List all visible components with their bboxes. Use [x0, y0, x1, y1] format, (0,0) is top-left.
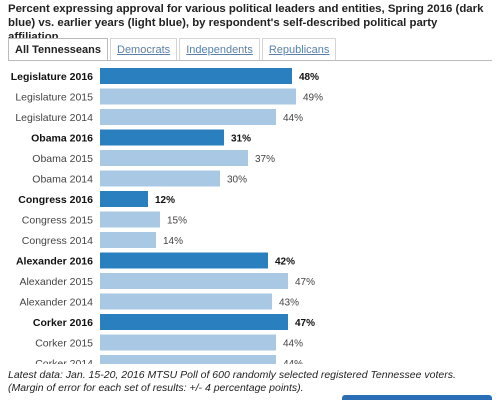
value-label: 42%: [275, 257, 295, 268]
value-label: 49%: [303, 93, 323, 104]
category-label: Congress 2014: [22, 235, 93, 247]
tab-divider: [8, 60, 492, 61]
value-label: 15%: [167, 216, 187, 227]
bar: [100, 88, 296, 105]
bar: [100, 211, 160, 228]
bar: [100, 170, 220, 187]
value-label: 48%: [299, 72, 319, 83]
bar: [100, 129, 224, 146]
value-label: 30%: [227, 175, 247, 186]
approval-bar-chart: Legislature 2016 48% Legislature 2015 49% Le…: [11, 68, 323, 364]
mtsu-poll-logo: [342, 395, 492, 400]
value-label: 14%: [163, 236, 183, 247]
category-label: Legislature 2016: [11, 71, 93, 83]
bar: [100, 252, 268, 269]
bar: [100, 273, 288, 289]
category-label: Legislature 2014: [15, 112, 93, 124]
bar: [100, 150, 248, 166]
bar: [100, 109, 276, 125]
value-label: 44%: [283, 113, 303, 124]
value-label: 12%: [155, 195, 175, 206]
value-label: 44%: [283, 339, 303, 350]
bar: [100, 314, 288, 330]
tab-democrats[interactable]: Democrats: [110, 38, 178, 60]
value-label: 31%: [231, 134, 251, 145]
footnote: Latest data: Jan. 15-20, 2016 MTSU Poll …: [8, 369, 456, 394]
category-label: Obama 2016: [31, 133, 93, 145]
category-label: Congress 2015: [22, 215, 93, 227]
tab-label: All Tennesseans: [15, 43, 101, 56]
value-label: 47%: [295, 277, 315, 288]
category-label: Corker 2016: [33, 317, 93, 329]
tab-label: Republicans: [268, 43, 330, 56]
bar: [100, 334, 276, 351]
tab-independents[interactable]: Independents: [179, 38, 260, 60]
category-label: Alexander 2016: [16, 256, 93, 268]
tab-republicans[interactable]: Republicans: [261, 38, 337, 60]
category-label: Congress 2016: [18, 194, 93, 206]
category-label: Alexander 2014: [19, 297, 93, 309]
value-label: 43%: [279, 298, 299, 309]
tab-label: Independents: [186, 43, 253, 56]
category-label: Obama 2015: [32, 153, 93, 165]
value-label: 47%: [295, 318, 315, 329]
category-label: Obama 2014: [32, 174, 93, 186]
bar: [100, 68, 292, 84]
category-label: Corker 2014: [35, 358, 93, 364]
tab-label: Democrats: [117, 43, 171, 56]
category-label: Alexander 2015: [19, 276, 93, 288]
party-tabs: All Tennesseans Democrats Independents R…: [8, 38, 338, 60]
value-label: 44%: [283, 359, 303, 364]
value-label: 37%: [255, 154, 275, 165]
bar: [100, 191, 148, 207]
bar: [100, 232, 156, 248]
category-label: Legislature 2015: [15, 92, 93, 104]
bar: [100, 293, 272, 310]
category-label: Corker 2015: [35, 338, 93, 350]
tab-all-tennesseans[interactable]: All Tennesseans: [8, 38, 108, 60]
bar: [100, 355, 276, 364]
